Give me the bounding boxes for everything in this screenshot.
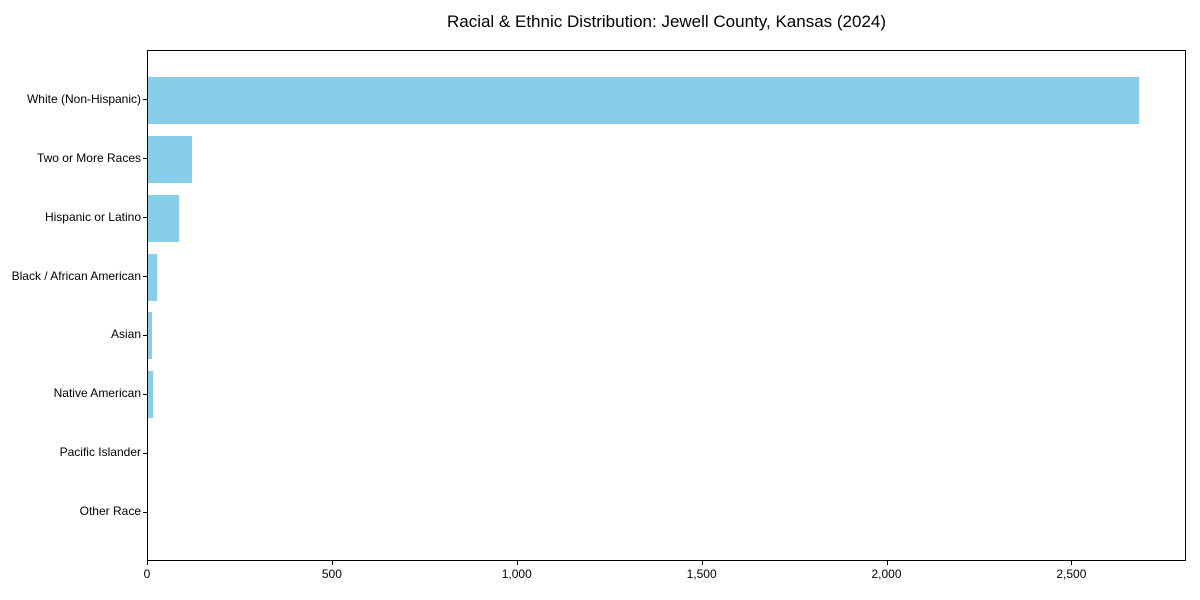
bar-white-non-hispanic <box>148 76 1139 124</box>
x-tick-mark-2,000 <box>886 561 888 565</box>
bar-native-american <box>148 371 153 419</box>
chart-title: Racial & Ethnic Distribution: Jewell Cou… <box>446 12 887 31</box>
x-tick-label-0: 0 <box>143 567 151 581</box>
x-tick-mark-1,000 <box>516 561 518 565</box>
y-tick-label-black-african-american: Black / African American <box>11 268 141 283</box>
bar-asian <box>148 312 152 360</box>
y-tick-label-asian: Asian <box>110 327 141 342</box>
y-axis: White (Non-Hispanic) Two or More Races His… <box>0 50 141 561</box>
x-tick-label-2,500: 2,500 <box>1056 567 1087 581</box>
x-tick-label-1,500: 1,500 <box>686 567 717 581</box>
x-tick-label-1,000: 1,000 <box>501 567 532 581</box>
x-tick-label-500: 500 <box>321 567 342 581</box>
bar-black-african-american <box>148 253 157 301</box>
x-tick-mark-2,500 <box>1071 561 1073 565</box>
y-tick-label-native-american: Native American <box>53 386 141 401</box>
bar-hispanic-or-latino <box>148 194 179 242</box>
bar-two-or-more-races <box>148 135 192 183</box>
x-tick-mark-500 <box>331 561 333 565</box>
y-tick-label-pacific-islander: Pacific Islander <box>59 445 141 460</box>
y-tick-label-two-or-more-races: Two or More Races <box>36 150 141 165</box>
plot-area <box>147 50 1186 561</box>
y-tick-label-white-non-hispanic: White (Non-Hispanic) <box>26 91 141 106</box>
x-tick-label-2,000: 2,000 <box>871 567 902 581</box>
y-tick-label-other-race: Other Race <box>79 504 141 519</box>
y-tick-label-hispanic-or-latino: Hispanic or Latino <box>44 209 141 224</box>
x-tick-mark-0 <box>147 561 148 565</box>
x-tick-mark-1,500 <box>701 561 703 565</box>
